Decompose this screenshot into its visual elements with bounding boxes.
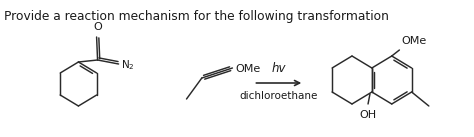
Text: OH: OH [359,110,377,120]
Text: Provide a reaction mechanism for the following transformation: Provide a reaction mechanism for the fol… [4,10,389,23]
Text: hv: hv [272,62,286,75]
Text: dichloroethane: dichloroethane [240,91,318,101]
Text: OMe: OMe [235,64,261,74]
Text: OMe: OMe [401,36,427,46]
Text: O: O [93,22,102,32]
Text: N$_2$: N$_2$ [121,58,135,72]
